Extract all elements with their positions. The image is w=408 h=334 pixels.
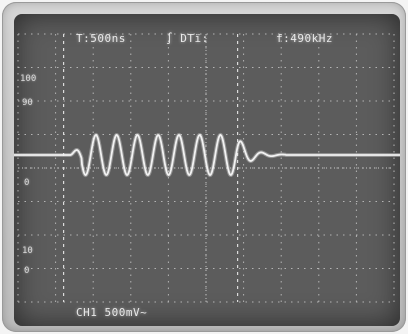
- level-marker-0-lower: 0: [24, 266, 30, 276]
- oscilloscope-bezel: T:500ns ∫ DTï: f:490kHz CH1 500mV~ 100 9…: [2, 2, 406, 332]
- frequency-readout: f:490kHz: [276, 32, 333, 45]
- crt-screen: T:500ns ∫ DTï: f:490kHz CH1 500mV~ 100 9…: [14, 14, 400, 326]
- level-marker-100: 100: [20, 74, 37, 84]
- waveform-display: [14, 33, 400, 303]
- level-marker-90: 90: [22, 98, 33, 108]
- timebase-readout: T:500ns: [76, 32, 126, 45]
- waveform-trace: [14, 134, 400, 176]
- level-marker-0-upper: 0: [24, 178, 30, 188]
- channel-readout: CH1 500mV~: [76, 306, 148, 319]
- level-marker-10: 10: [22, 246, 33, 256]
- trigger-readout: ∫ DTï:: [166, 32, 209, 45]
